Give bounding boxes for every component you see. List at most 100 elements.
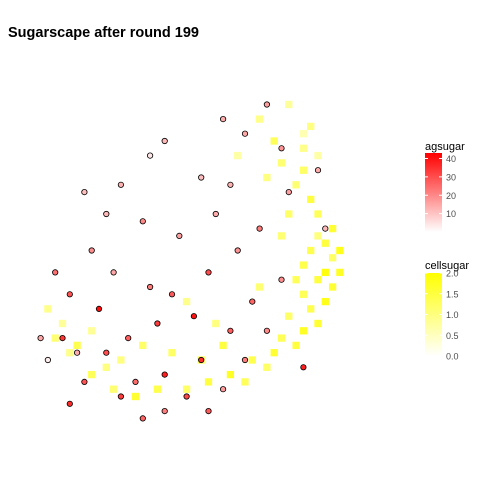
agent-point xyxy=(190,313,197,320)
colorbar-tick-label: 0.5 xyxy=(446,331,459,341)
cellsugar-tiles xyxy=(44,100,344,401)
cell-tile xyxy=(248,356,256,364)
agent-point xyxy=(198,356,205,364)
agent-point xyxy=(161,371,168,378)
agent-point xyxy=(263,101,270,108)
cell-tile xyxy=(88,327,96,335)
cell-tile xyxy=(51,334,59,342)
cell-tile xyxy=(66,349,74,357)
agent-point xyxy=(66,291,73,298)
cell-tile xyxy=(88,370,96,379)
agent-point xyxy=(110,269,117,276)
cell-tile xyxy=(299,290,308,298)
cell-tile xyxy=(307,195,315,204)
cell-tile xyxy=(255,283,264,291)
agent-point xyxy=(263,327,270,334)
agent-point xyxy=(300,364,307,371)
cell-tile xyxy=(307,246,315,255)
cell-tile xyxy=(299,166,308,174)
agent-point xyxy=(161,137,168,145)
agent-point xyxy=(234,247,241,254)
cell-tile xyxy=(226,370,235,379)
agent-point xyxy=(168,291,176,298)
agent-point xyxy=(227,327,234,334)
agent-point xyxy=(278,145,285,152)
agent-points xyxy=(37,101,329,422)
agent-point xyxy=(44,356,52,364)
cell-tile xyxy=(255,115,264,123)
legend-cellsugar: cellsugar 0.0 0.5 1.0 1.5 2.0 xyxy=(425,260,469,362)
agent-point xyxy=(285,189,292,196)
cell-tile xyxy=(314,210,322,218)
chart-title: Sugarscape after round 199 xyxy=(8,25,199,41)
cell-tile xyxy=(299,144,308,152)
colorbar-tick-label: 10 xyxy=(446,209,456,219)
agent-point xyxy=(74,349,81,356)
agent-point xyxy=(95,305,103,312)
agent-point xyxy=(212,210,219,218)
cell-tile xyxy=(277,232,286,240)
cell-tile xyxy=(44,305,52,313)
cell-tile xyxy=(336,246,344,255)
agent-point xyxy=(278,276,285,283)
cell-tile xyxy=(328,224,337,233)
agent-point xyxy=(220,116,227,123)
cell-tile xyxy=(277,159,286,167)
agent-point xyxy=(176,232,183,239)
cell-tile xyxy=(292,181,300,189)
cell-tile xyxy=(314,319,322,328)
agent-point xyxy=(183,393,190,400)
cell-tile xyxy=(153,385,162,393)
agent-point xyxy=(139,415,146,422)
agent-point xyxy=(147,283,154,291)
cell-tile xyxy=(58,319,67,328)
agent-point xyxy=(249,298,256,305)
cell-tile xyxy=(102,363,110,371)
colorbar-tick-label: 30 xyxy=(446,172,456,182)
agent-point xyxy=(220,386,227,393)
agent-point xyxy=(59,334,66,342)
cell-tile xyxy=(285,210,293,218)
cell-tile xyxy=(314,151,322,160)
agent-point xyxy=(154,320,161,327)
cell-tile xyxy=(285,100,293,109)
cell-tile xyxy=(234,151,242,160)
agent-point xyxy=(103,210,110,218)
colorbar-tick-label: 20 xyxy=(446,191,456,201)
cell-tile xyxy=(321,268,329,277)
cell-tile xyxy=(204,378,213,386)
agent-point xyxy=(322,225,329,232)
cell-tile xyxy=(277,334,286,342)
agent-point xyxy=(88,247,95,254)
legend-cellsugar-title: cellsugar xyxy=(425,260,469,272)
agent-point xyxy=(52,269,59,276)
legend-cellsugar-colorbar xyxy=(425,273,442,356)
agent-point xyxy=(205,407,212,415)
cell-tile xyxy=(321,239,329,247)
cell-tile xyxy=(307,122,315,131)
cell-tile xyxy=(328,283,337,291)
cell-tile xyxy=(241,378,249,386)
agent-point xyxy=(198,174,205,181)
cell-tile xyxy=(336,268,344,277)
agent-point xyxy=(37,334,44,342)
agent-point xyxy=(81,189,88,196)
agent-point xyxy=(227,181,234,188)
cell-tile xyxy=(182,297,191,306)
legend-agsugar: agsugar 10 20 30 40 xyxy=(425,141,465,232)
cell-tile xyxy=(314,232,322,240)
cell-tile xyxy=(139,341,147,350)
cell-tile xyxy=(285,312,293,320)
agent-point xyxy=(205,269,212,276)
cell-tile xyxy=(109,385,118,393)
agent-point xyxy=(147,152,154,159)
cell-tile xyxy=(270,349,278,357)
agent-point xyxy=(103,349,110,356)
agent-point xyxy=(132,378,139,385)
agent-point xyxy=(117,181,125,188)
agent-point xyxy=(125,334,132,342)
legend-agsugar-title: agsugar xyxy=(425,141,465,153)
cell-tile xyxy=(168,349,176,357)
cell-tile xyxy=(292,276,300,284)
